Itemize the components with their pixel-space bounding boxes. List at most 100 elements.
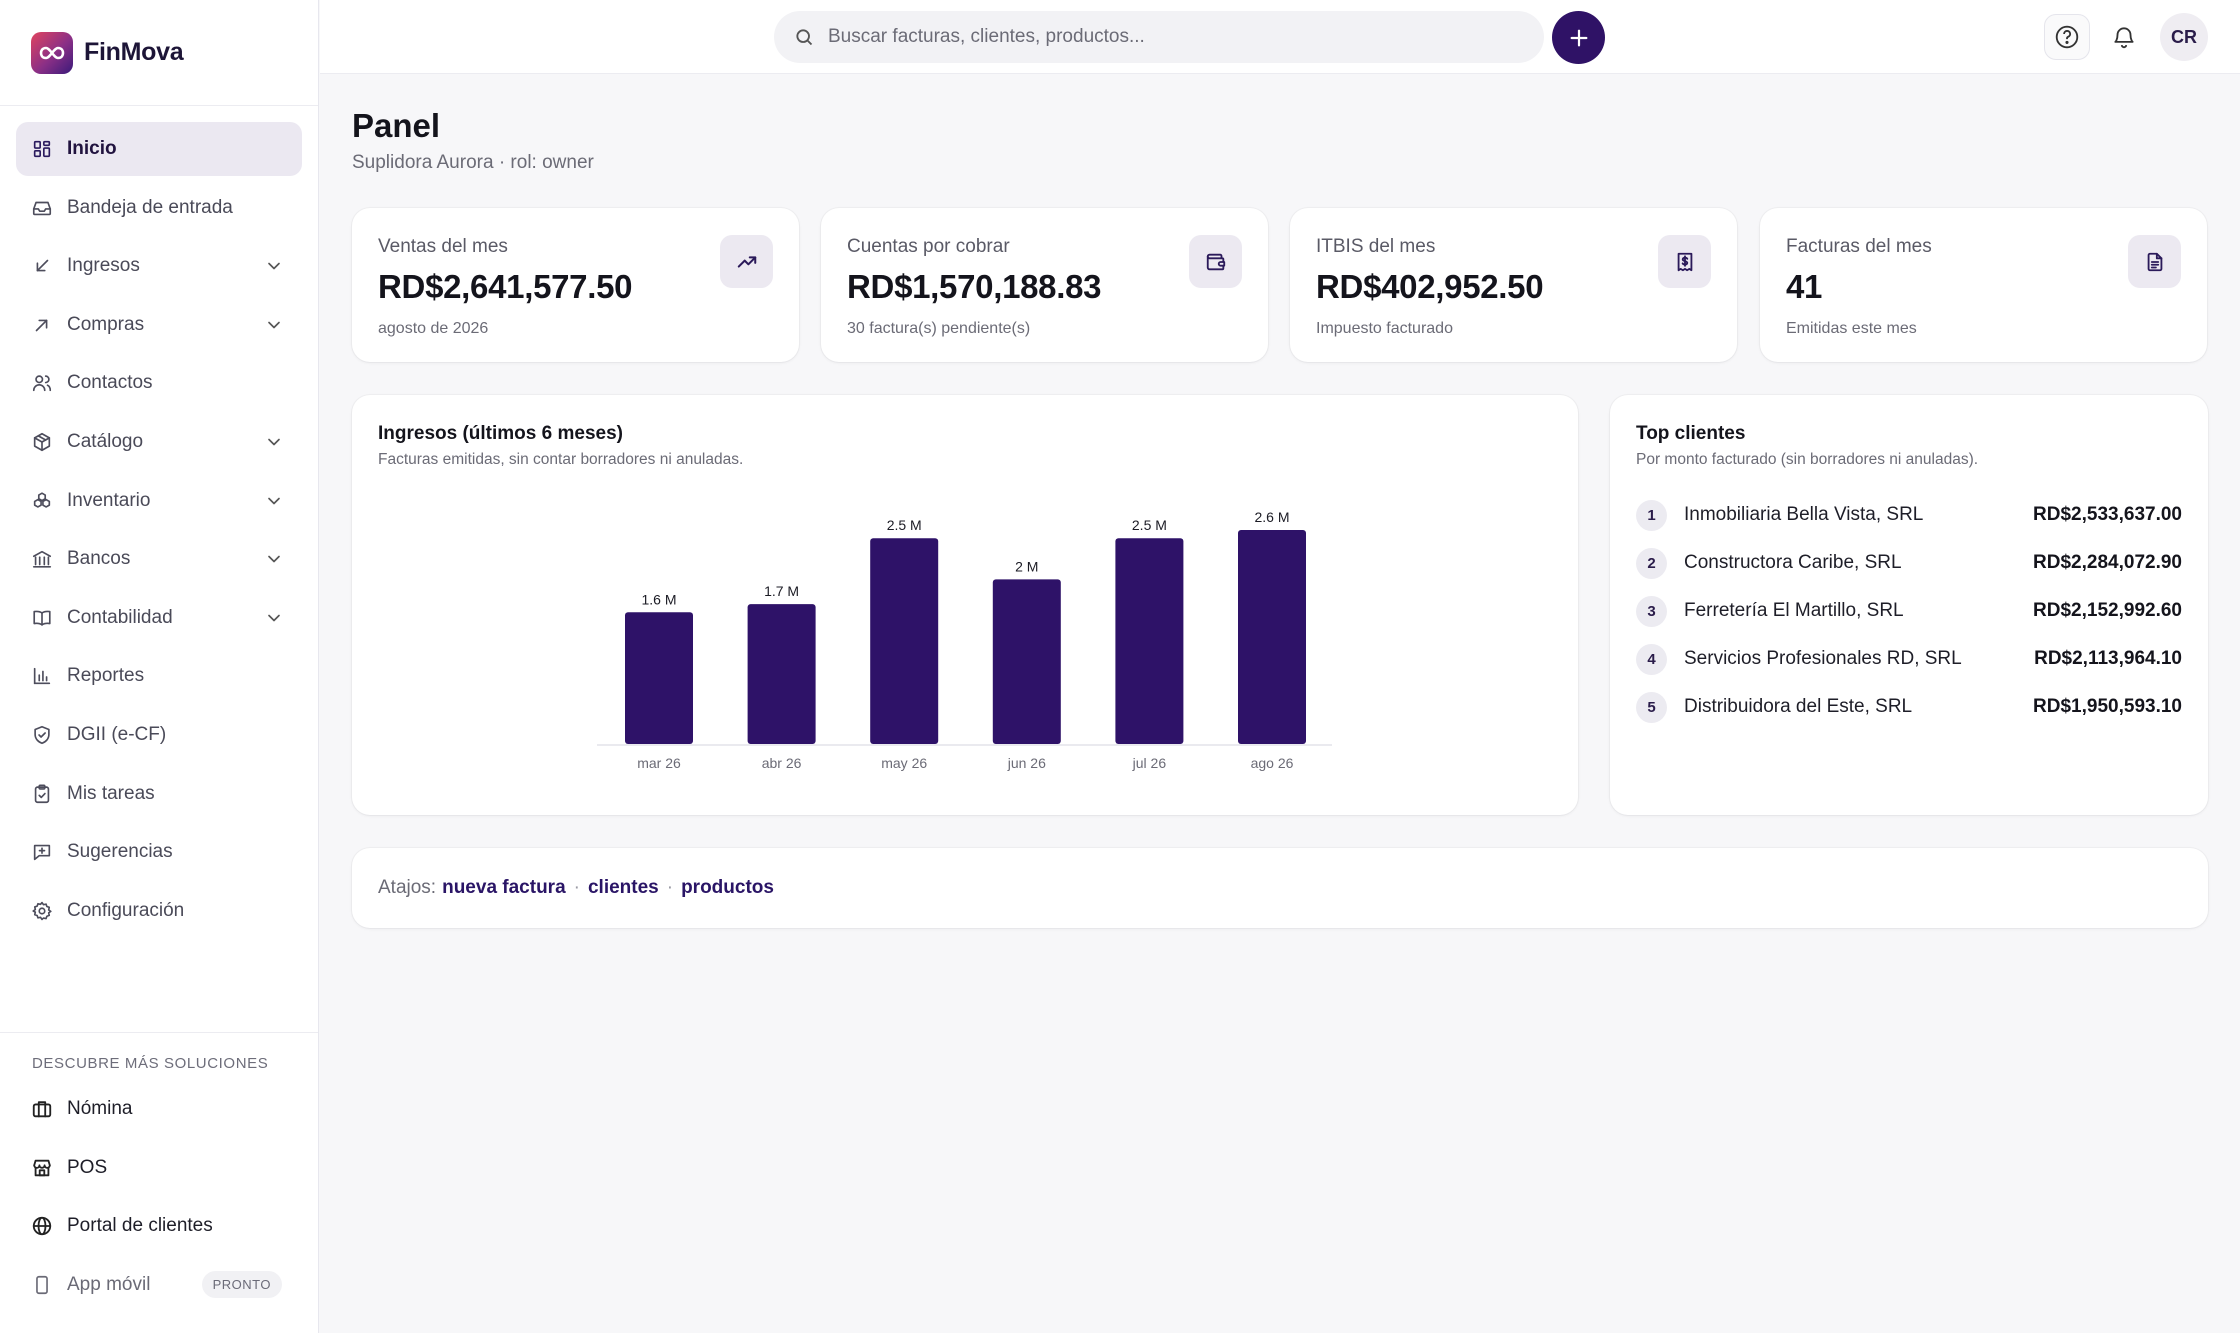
kpi-label: Facturas del mes bbox=[1786, 236, 1932, 257]
client-name: Constructora Caribe, SRL bbox=[1684, 552, 1902, 573]
chevron-down-icon[interactable] bbox=[264, 491, 284, 511]
file-text-icon bbox=[2128, 235, 2181, 288]
chevron-down-icon[interactable] bbox=[264, 432, 284, 452]
sidebar-item-sugerencias[interactable]: Sugerencias bbox=[16, 825, 302, 879]
chart-bar[interactable] bbox=[625, 612, 693, 744]
client-amount: RD$2,152,992.60 bbox=[2033, 600, 2182, 621]
sidebar-item-catalogo[interactable]: Catálogo bbox=[16, 415, 302, 469]
sidebar-item-inicio[interactable]: Inicio bbox=[16, 122, 302, 176]
list-item: 2 Constructora Caribe, SRL RD$2,284,072.… bbox=[1636, 539, 2182, 587]
kpi-card: ITBIS del mes RD$402,952.50 Impuesto fac… bbox=[1290, 208, 1737, 362]
bell-icon bbox=[2111, 24, 2137, 50]
bar-value-label: 2.5 M bbox=[1132, 517, 1167, 533]
notifications-button[interactable] bbox=[2101, 14, 2147, 60]
sidebar-item-bandeja-de-entrada[interactable]: Bandeja de entrada bbox=[16, 181, 302, 235]
bar-value-label: 2.5 M bbox=[887, 517, 922, 533]
list-item: 3 Ferretería El Martillo, SRL RD$2,152,9… bbox=[1636, 587, 2182, 635]
solution-item-nomina[interactable]: Nómina bbox=[16, 1082, 302, 1136]
top-clients-title: Top clientes bbox=[1636, 423, 1746, 444]
package-icon bbox=[30, 430, 54, 454]
solution-item-label: Portal de clientes bbox=[67, 1215, 213, 1237]
income-chart-subtitle: Facturas emitidas, sin contar borradores… bbox=[378, 451, 744, 468]
sidebar-item-dgii-e-cf[interactable]: DGII (e-CF) bbox=[16, 708, 302, 762]
client-name: Inmobiliaria Bella Vista, SRL bbox=[1684, 504, 1924, 525]
chart-bar[interactable] bbox=[1115, 538, 1184, 744]
sidebar-item-ingresos[interactable]: Ingresos bbox=[16, 239, 302, 293]
briefcase-icon bbox=[30, 1097, 54, 1121]
wallet-icon bbox=[1189, 235, 1242, 288]
client-amount: RD$2,533,637.00 bbox=[2033, 504, 2182, 525]
sidebar-item-label: Ingresos bbox=[67, 255, 140, 277]
boxes-icon bbox=[30, 489, 54, 513]
topbar: CR bbox=[320, 0, 2240, 74]
sidebar-item-configuracion[interactable]: Configuración bbox=[16, 884, 302, 938]
rank-badge: 2 bbox=[1636, 547, 1667, 579]
chart-bar[interactable] bbox=[870, 538, 939, 744]
arrow-down-left-icon bbox=[30, 254, 54, 278]
brand[interactable]: FinMova bbox=[0, 0, 318, 106]
list-item: 5 Distribuidora del Este, SRL RD$1,950,5… bbox=[1636, 683, 2182, 731]
income-chart-title: Ingresos (últimos 6 meses) bbox=[378, 423, 623, 444]
shortcuts-label: Atajos: bbox=[378, 877, 437, 898]
kpi-label: Cuentas por cobrar bbox=[847, 236, 1010, 257]
solution-item-app-movil[interactable]: App móvil PRONTO bbox=[16, 1258, 302, 1312]
chevron-down-icon[interactable] bbox=[264, 608, 284, 628]
sidebar-item-contactos[interactable]: Contactos bbox=[16, 356, 302, 410]
kpi-label: Ventas del mes bbox=[378, 236, 508, 257]
create-new-button[interactable] bbox=[1552, 11, 1605, 64]
bar-chart-icon bbox=[30, 664, 54, 688]
chart-bar[interactable] bbox=[992, 579, 1061, 744]
kpi-card: Facturas del mes 41 Emitidas este mes bbox=[1760, 208, 2207, 362]
sidebar-item-label: Contactos bbox=[67, 372, 153, 394]
client-amount: RD$1,950,593.10 bbox=[2033, 696, 2182, 717]
client-amount: RD$2,284,072.90 bbox=[2033, 552, 2182, 573]
finmova-logo-icon bbox=[31, 31, 73, 74]
sidebar-item-label: Compras bbox=[67, 313, 145, 335]
chart-bar[interactable] bbox=[747, 604, 816, 744]
kpi-label: ITBIS del mes bbox=[1316, 236, 1436, 257]
kpi-note: 30 factura(s) pendiente(s) bbox=[847, 320, 1031, 337]
income-bar-chart: 1.6 M mar 26 1.7 M abr 26 2.5 M may 26 2 M jun … bbox=[597, 509, 1332, 771]
kpi-value: 41 bbox=[1786, 268, 1823, 305]
user-avatar[interactable]: CR bbox=[2160, 13, 2208, 61]
shortcut-separator: · bbox=[666, 877, 674, 898]
help-button[interactable] bbox=[2044, 14, 2090, 60]
solution-item-portal-de-clientes[interactable]: Portal de clientes bbox=[16, 1199, 302, 1253]
sidebar-item-inventario[interactable]: Inventario bbox=[16, 474, 302, 528]
search-input[interactable] bbox=[828, 26, 1508, 48]
sidebar-item-label: Bandeja de entrada bbox=[67, 196, 233, 218]
chart-bar[interactable] bbox=[1238, 530, 1306, 744]
kpi-note: agosto de 2026 bbox=[378, 320, 489, 337]
kpi-card: Ventas del mes RD$2,641,577.50 agosto de… bbox=[352, 208, 799, 362]
top-clients-card: Top clientes Por monto facturado (sin bo… bbox=[1610, 395, 2208, 815]
top-clients-list: 1 Inmobiliaria Bella Vista, SRL RD$2,533… bbox=[1636, 491, 2182, 731]
rank-badge: 3 bbox=[1636, 595, 1667, 627]
sidebar-item-compras[interactable]: Compras bbox=[16, 298, 302, 352]
shortcut-products-link[interactable]: productos bbox=[681, 877, 774, 898]
shortcut-new-invoice-link[interactable]: nueva factura bbox=[442, 877, 566, 898]
sidebar-item-contabilidad[interactable]: Contabilidad bbox=[16, 591, 302, 645]
receipt-dollar-icon bbox=[1658, 235, 1711, 288]
solutions-title: DESCUBRE MÁS SOLUCIONES bbox=[32, 1055, 269, 1072]
sidebar-item-reportes[interactable]: Reportes bbox=[16, 649, 302, 703]
solution-item-pos[interactable]: POS bbox=[16, 1141, 302, 1195]
sidebar-item-mis-tareas[interactable]: Mis tareas bbox=[16, 767, 302, 821]
sidebar: FinMova Inicio Bandeja de entrada Ingres… bbox=[0, 0, 319, 1333]
x-tick-label: mar 26 bbox=[637, 755, 681, 771]
client-name: Servicios Profesionales RD, SRL bbox=[1684, 648, 1962, 669]
chevron-down-icon[interactable] bbox=[264, 315, 284, 335]
sidebar-item-bancos[interactable]: Bancos bbox=[16, 532, 302, 586]
clipboard-check-icon bbox=[30, 782, 54, 806]
x-tick-label: may 26 bbox=[881, 755, 927, 771]
chevron-down-icon[interactable] bbox=[264, 256, 284, 276]
x-tick-label: jul 26 bbox=[1132, 755, 1167, 771]
rank-badge: 4 bbox=[1636, 643, 1667, 675]
shortcut-clients-link[interactable]: clientes bbox=[587, 877, 659, 898]
income-chart-card: Ingresos (últimos 6 meses) Facturas emit… bbox=[352, 395, 1578, 815]
inbox-icon bbox=[30, 196, 54, 220]
search-bar[interactable] bbox=[774, 11, 1544, 63]
search-icon bbox=[794, 27, 814, 47]
main-nav: Inicio Bandeja de entrada Ingresos Compr… bbox=[0, 106, 318, 938]
chevron-down-icon[interactable] bbox=[264, 549, 284, 569]
book-icon bbox=[30, 606, 54, 630]
